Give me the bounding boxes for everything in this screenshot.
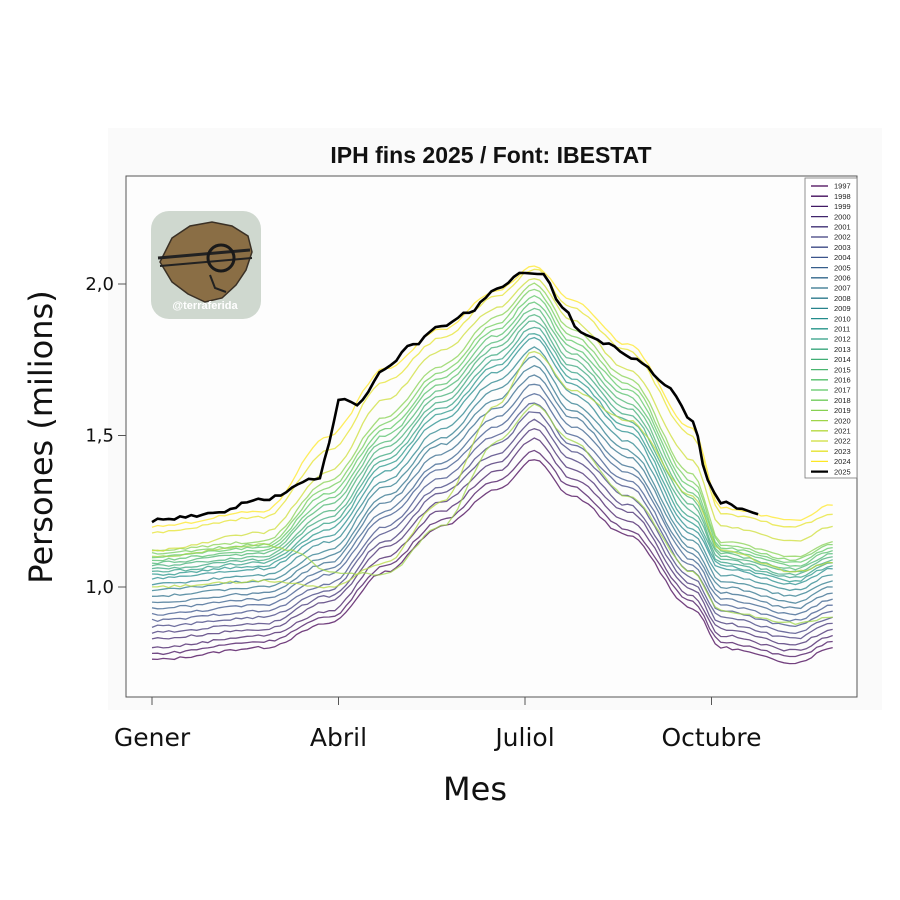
road-icon: [209, 274, 227, 293]
legend-label-2010: 2010: [834, 314, 851, 323]
legend-label-2011: 2011: [834, 325, 850, 334]
legend-label-2015: 2015: [834, 365, 851, 374]
legend-box: [804, 177, 858, 479]
series-line-2007: [151, 364, 833, 604]
legend-label-1997: 1997: [834, 182, 851, 191]
legend-label-2005: 2005: [834, 263, 851, 272]
legend-label-2012: 2012: [834, 335, 851, 344]
series-line-2021: [151, 350, 833, 589]
x-axis: Gener Abril Juliol Octubre: [114, 697, 762, 752]
series-line-2025: [151, 271, 759, 524]
legend-label-2024: 2024: [834, 457, 851, 466]
legend-label-2014: 2014: [834, 355, 851, 364]
series-line-1997: [151, 459, 833, 665]
x-tick-label: Abril: [310, 723, 367, 752]
logo-handle: @terraferida: [172, 300, 238, 312]
legend-label-2017: 2017: [834, 386, 851, 395]
legend-label-2004: 2004: [834, 253, 851, 262]
legend-label-2022: 2022: [834, 437, 851, 446]
roundabout-icon: [206, 243, 236, 273]
series-line-2004: [151, 393, 833, 622]
x-axis-title: Mes: [443, 770, 507, 808]
series-line-2009: [151, 346, 833, 592]
series-line-2023: [151, 268, 833, 534]
legend-label-2021: 2021: [834, 427, 851, 436]
legend-label-2020: 2020: [834, 416, 851, 425]
series-line-2019: [151, 282, 833, 558]
legend-label-2002: 2002: [834, 233, 851, 242]
legend-label-2001: 2001: [834, 223, 851, 232]
legend-label-2025: 2025: [834, 467, 851, 476]
legend-label-1999: 1999: [834, 202, 851, 211]
x-tick-label: Juliol: [493, 723, 554, 752]
series-line-2005: [151, 383, 833, 616]
series-line-2008: [151, 355, 833, 597]
x-tick-label: Octubre: [661, 723, 761, 752]
legend-label-2023: 2023: [834, 447, 851, 456]
series-line-2011: [151, 333, 833, 583]
legend-label-2013: 2013: [834, 345, 851, 354]
series-line-2013: [151, 320, 833, 576]
chart-title: IPH fins 2025 / Font: IBESTAT: [330, 142, 651, 168]
series-line-2002: [151, 411, 833, 635]
series-line-2020: [151, 403, 833, 626]
legend-label-2007: 2007: [834, 284, 851, 293]
series-line-2014: [151, 314, 833, 573]
road-icon: [159, 257, 253, 267]
series-lines: [151, 265, 833, 665]
legend-label-2019: 2019: [834, 406, 851, 415]
legend-label-2009: 2009: [834, 304, 851, 313]
series-line-1998: [151, 449, 833, 658]
legend-label-2003: 2003: [834, 243, 851, 252]
legend-label-2016: 2016: [834, 376, 851, 385]
series-line-2015: [151, 307, 833, 571]
series-line-2012: [151, 326, 833, 579]
y-tick-label: 1,5: [85, 426, 114, 447]
legend-label-2018: 2018: [834, 396, 851, 405]
legend-label-2008: 2008: [834, 294, 851, 303]
road-icon: [157, 248, 251, 260]
series-line-2022: [151, 278, 833, 552]
series-line-2000: [151, 428, 833, 646]
y-axis-title: Persones (milions): [22, 290, 60, 583]
series-line-2017: [151, 294, 833, 564]
series-line-1999: [151, 437, 833, 652]
logo-badge: @terraferida: [151, 211, 261, 319]
series-line-2010: [151, 336, 833, 586]
x-tick-label: Gener: [114, 723, 191, 752]
legend-label-2000: 2000: [834, 212, 851, 221]
legend-label-2006: 2006: [834, 274, 851, 283]
y-tick-label: 2,0: [85, 274, 114, 295]
series-line-2006: [151, 374, 833, 610]
y-axis: 1,0 1,5 2,0: [85, 274, 126, 598]
y-tick-label: 1,0: [85, 577, 114, 598]
series-line-2001: [151, 418, 833, 640]
legend-label-1998: 1998: [834, 192, 851, 201]
series-line-2003: [151, 402, 833, 628]
